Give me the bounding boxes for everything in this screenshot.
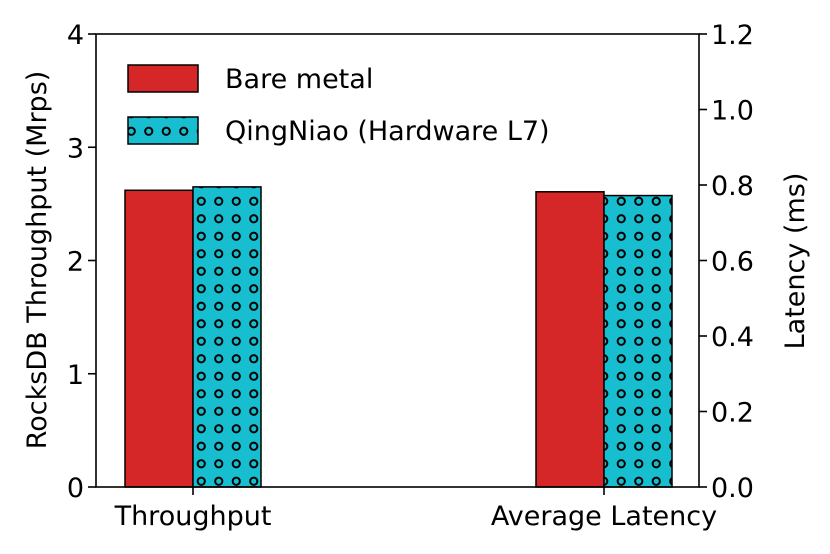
left-tick-label: 0	[67, 473, 84, 504]
bars-group	[124, 186, 673, 488]
bar-qingniao-latency	[603, 194, 673, 488]
legend-label-qingniao: QingNiao (Hardware L7)	[225, 116, 550, 147]
x-axis-ticks: Throughput Average Latency	[114, 487, 717, 532]
right-tick-label: 1.0	[711, 96, 754, 127]
x-tick-label: Throughput	[114, 501, 272, 532]
right-axis-title: Latency (ms)	[780, 173, 811, 350]
left-tick-label: 2	[67, 247, 84, 278]
left-tick-label: 4	[67, 20, 84, 51]
right-tick-label: 0.0	[711, 473, 754, 504]
legend-label-bare-metal: Bare metal	[225, 64, 373, 95]
legend-swatch-bare-metal	[127, 64, 199, 93]
left-tick-label: 1	[67, 360, 84, 391]
x-tick-label: Average Latency	[491, 501, 717, 532]
left-axis-title: RocksDB Throughput (Mrps)	[22, 71, 53, 450]
bar-bare-metal-throughput	[124, 189, 194, 488]
left-tick-label: 3	[67, 133, 84, 164]
legend-swatch-qingniao	[127, 116, 199, 145]
legend: Bare metal QingNiao (Hardware L7)	[127, 64, 550, 147]
right-tick-label: 1.2	[711, 20, 754, 51]
right-axis-ticks: 0.0 0.2 0.4 0.6 0.8 1.0 1.2	[699, 20, 754, 504]
right-tick-label: 0.8	[711, 171, 754, 202]
left-axis-ticks: 0 1 2 3 4	[67, 20, 96, 504]
right-tick-label: 0.6	[711, 247, 754, 278]
right-tick-label: 0.2	[711, 398, 754, 429]
bar-qingniao-throughput	[192, 186, 262, 488]
bar-bare-metal-latency	[535, 191, 605, 488]
right-tick-label: 0.4	[711, 322, 754, 353]
